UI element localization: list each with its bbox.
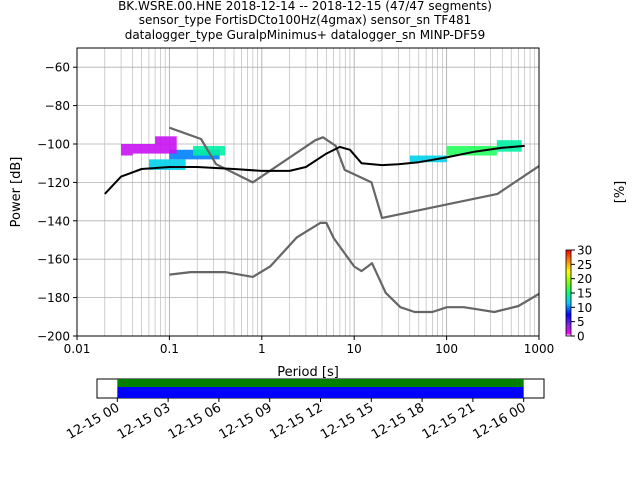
series-noise-model-high [169, 126, 539, 219]
heatmap-band [121, 144, 133, 156]
series-lines [104, 126, 539, 314]
timeline-tick-label: 12-15 06 [166, 400, 224, 442]
heatmap-band [409, 155, 447, 163]
plot-frame [76, 47, 540, 337]
y-tick-label: −120 [37, 176, 70, 190]
colorbar-tick-label: 20 [577, 272, 592, 286]
timeline-bars [117, 379, 524, 398]
timeline-tick-label: 12-15 12 [267, 400, 325, 442]
heatmap-band [148, 159, 186, 170]
y-tick-label: −200 [37, 330, 70, 344]
x-tick-label: 10 [347, 342, 362, 356]
y-tick-label: −180 [37, 291, 70, 305]
timeline-tick-label: 12-15 09 [217, 400, 275, 442]
heatmap [121, 136, 522, 170]
y-tick-label: −140 [37, 214, 70, 228]
title-line-3: datalogger_type GuralpMinimus+ datalogge… [125, 28, 486, 42]
x-ticks: 0.01 0.1 1 10 100 1000 [64, 336, 555, 356]
y-tick-label: −60 [45, 61, 70, 75]
title-line-2: sensor_type FortisDCto100Hz(4gmax) senso… [139, 13, 471, 27]
psd-plot: 0.01 0.1 1 10 100 1000 −200 −180 −160 −140 −120 −1… [9, 47, 555, 380]
y-tick-label: −160 [37, 253, 70, 267]
colorbar-gradient [565, 249, 572, 337]
timeline-tick-label: 12-15 03 [115, 400, 173, 442]
colorbar-tick-label: 25 [577, 258, 592, 272]
y-axis-label: Power [dB] [9, 157, 24, 228]
y-ticks: −200 −180 −160 −140 −120 −100 −80 −60 [37, 61, 77, 344]
heatmap-band [496, 140, 522, 152]
timeline-tick-label: 12-15 21 [420, 400, 478, 442]
x-tick-label: 0.1 [160, 342, 179, 356]
timeline-tick-label: 12-15 18 [369, 400, 427, 442]
timeline-tick-label: 12-16 00 [471, 400, 529, 442]
colorbar-tick-label: 0 [577, 330, 585, 344]
heatmap-band [446, 145, 497, 156]
colorbar-label: [%] [613, 181, 628, 204]
title: BK.WSRE.00.HNE 2018-12-14 -- 2018-12-15 … [118, 0, 492, 42]
x-axis-label: Period [s] [277, 365, 339, 380]
timeline-tick-label: 12-15 00 [64, 400, 122, 442]
timeline-bar [117, 379, 524, 387]
heatmap-band [132, 144, 177, 154]
colorbar-tick-label: 15 [577, 287, 592, 301]
timeline-bar [117, 387, 524, 398]
y-tick-label: −80 [45, 99, 70, 113]
x-tick-label: 1000 [524, 342, 555, 356]
grid [77, 48, 539, 336]
colorbar-tick-label: 10 [577, 301, 592, 315]
series-mode [104, 144, 525, 195]
heatmap-band [155, 136, 177, 144]
y-tick-label: −100 [37, 138, 70, 152]
x-tick-label: 100 [435, 342, 458, 356]
x-tick-label: 0.01 [64, 342, 91, 356]
colorbar-tick-label: 30 [577, 244, 592, 258]
timeline-tick-label: 12-15 15 [318, 400, 376, 442]
title-line-1: BK.WSRE.00.HNE 2018-12-14 -- 2018-12-15 … [118, 0, 492, 13]
x-tick-label: 1 [258, 342, 266, 356]
series-noise-model-low [169, 221, 539, 314]
colorbar-tick-label: 5 [577, 315, 585, 329]
